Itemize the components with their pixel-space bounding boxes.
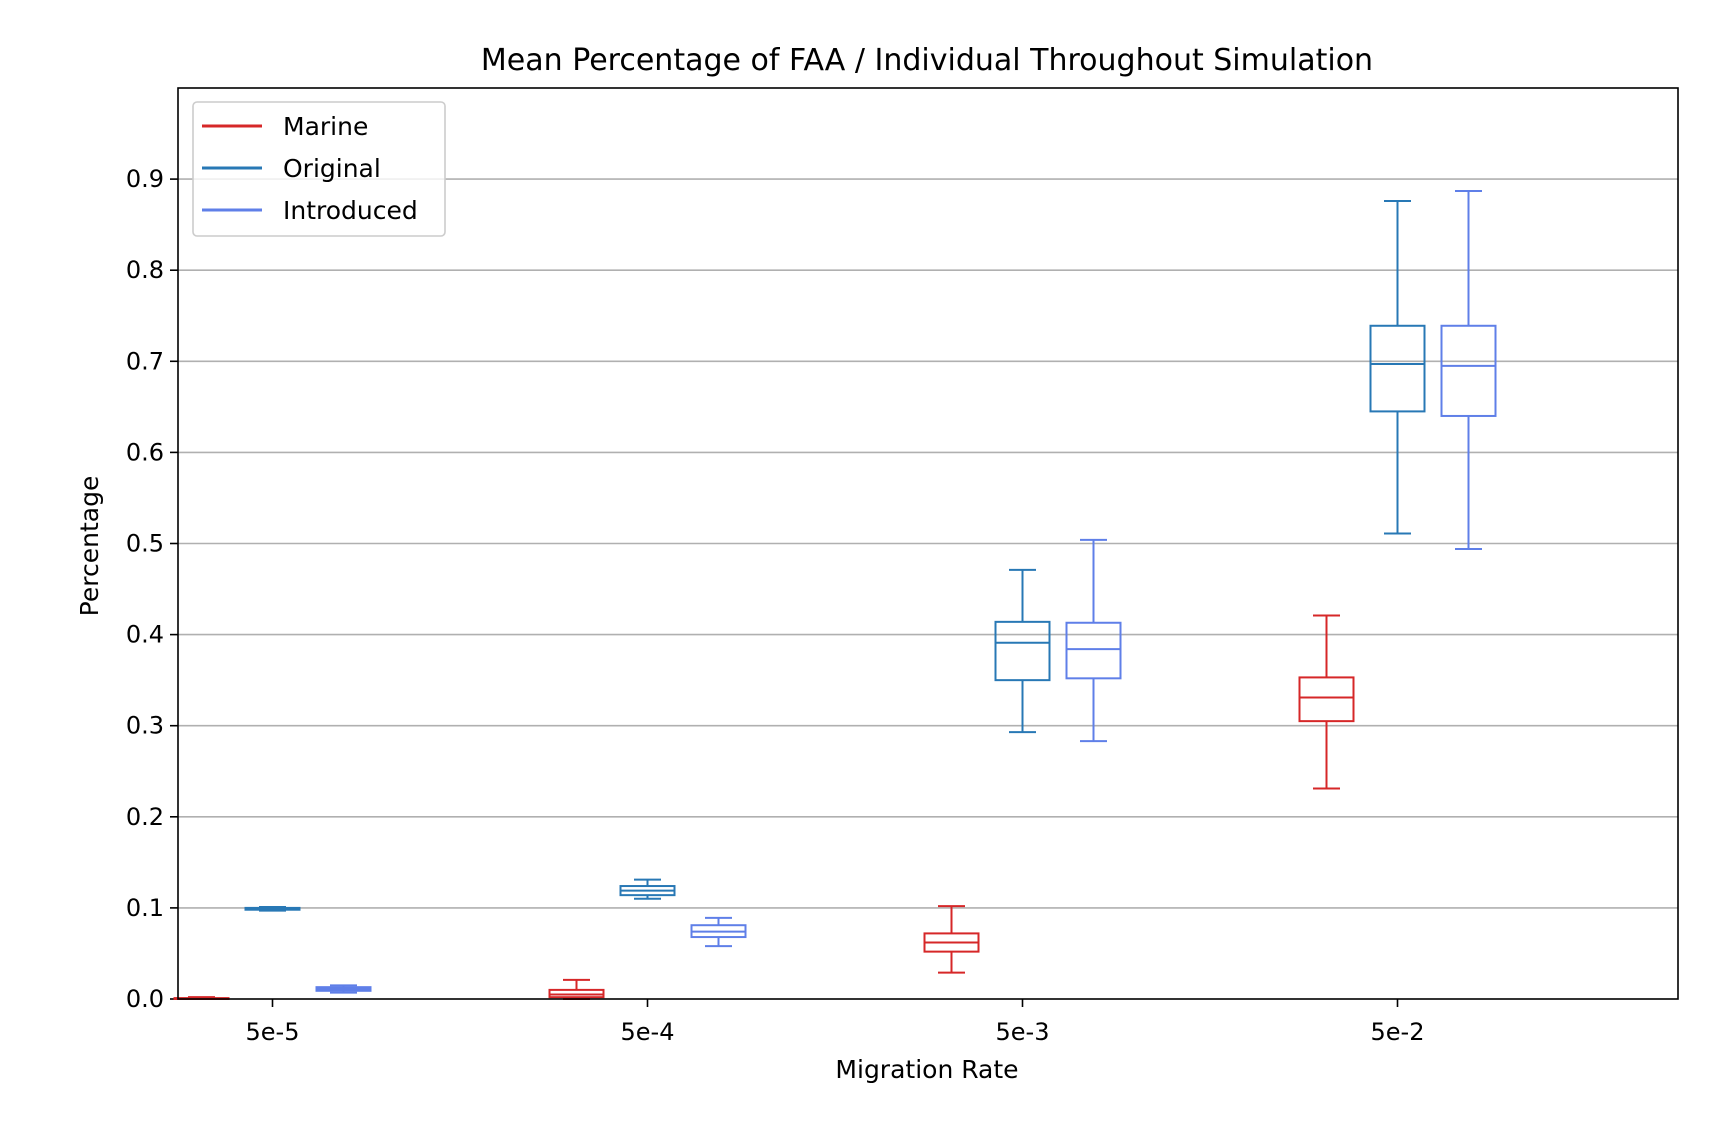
box-introduced	[1065, 538, 1122, 743]
box-introduced	[1440, 189, 1497, 550]
x-axis-label: Migration Rate	[835, 1055, 1018, 1084]
y-axis-ticks: 0.0 0.1 0.2 0.3 0.4 0.5 0.6 0.7 0.8 0.9	[126, 165, 178, 1013]
y-tick-label: 0.5	[126, 530, 164, 558]
box-marine	[923, 905, 980, 974]
box-introduced	[315, 984, 372, 994]
box-body	[1298, 676, 1355, 723]
box-body	[994, 620, 1051, 682]
y-tick-label: 0.1	[126, 894, 164, 922]
box-body	[1065, 621, 1122, 680]
box-original	[244, 905, 301, 912]
x-tick-label: 5e-2	[1371, 1018, 1425, 1046]
box-series	[173, 189, 1497, 1000]
y-tick-label: 0.9	[126, 165, 164, 193]
x-tick-label: 5e-5	[246, 1018, 300, 1046]
y-tick-label: 0.2	[126, 803, 164, 831]
box-original	[1369, 199, 1426, 535]
chart-title: Mean Percentage of FAA / Individual Thro…	[481, 43, 1373, 78]
x-tick-label: 5e-3	[996, 1018, 1050, 1046]
y-axis-label: Percentage	[75, 476, 104, 617]
y-tick-label: 0.0	[126, 985, 164, 1013]
y-tick-label: 0.7	[126, 347, 164, 375]
box-marine	[1298, 614, 1355, 790]
box-marine	[548, 978, 605, 1000]
box-original	[619, 878, 676, 900]
legend-entry-marine: Marine	[283, 112, 368, 141]
legend-entry-introduced: Introduced	[283, 196, 418, 225]
box-introduced	[690, 916, 747, 948]
box-body	[1440, 324, 1497, 417]
y-tick-label: 0.4	[126, 621, 164, 649]
y-tick-label: 0.8	[126, 256, 164, 284]
legend: Marine Original Introduced	[192, 101, 446, 237]
y-tick-label: 0.3	[126, 712, 164, 740]
box-original	[994, 568, 1051, 734]
box-body	[1369, 324, 1426, 413]
x-tick-label: 5e-4	[621, 1018, 675, 1046]
legend-entry-original: Original	[283, 154, 381, 183]
legend-box	[192, 101, 446, 237]
plot-frame	[177, 87, 1679, 1000]
x-axis-ticks: 5e-5 5e-4 5e-3 5e-2	[246, 999, 1425, 1046]
y-tick-label: 0.6	[126, 438, 164, 466]
